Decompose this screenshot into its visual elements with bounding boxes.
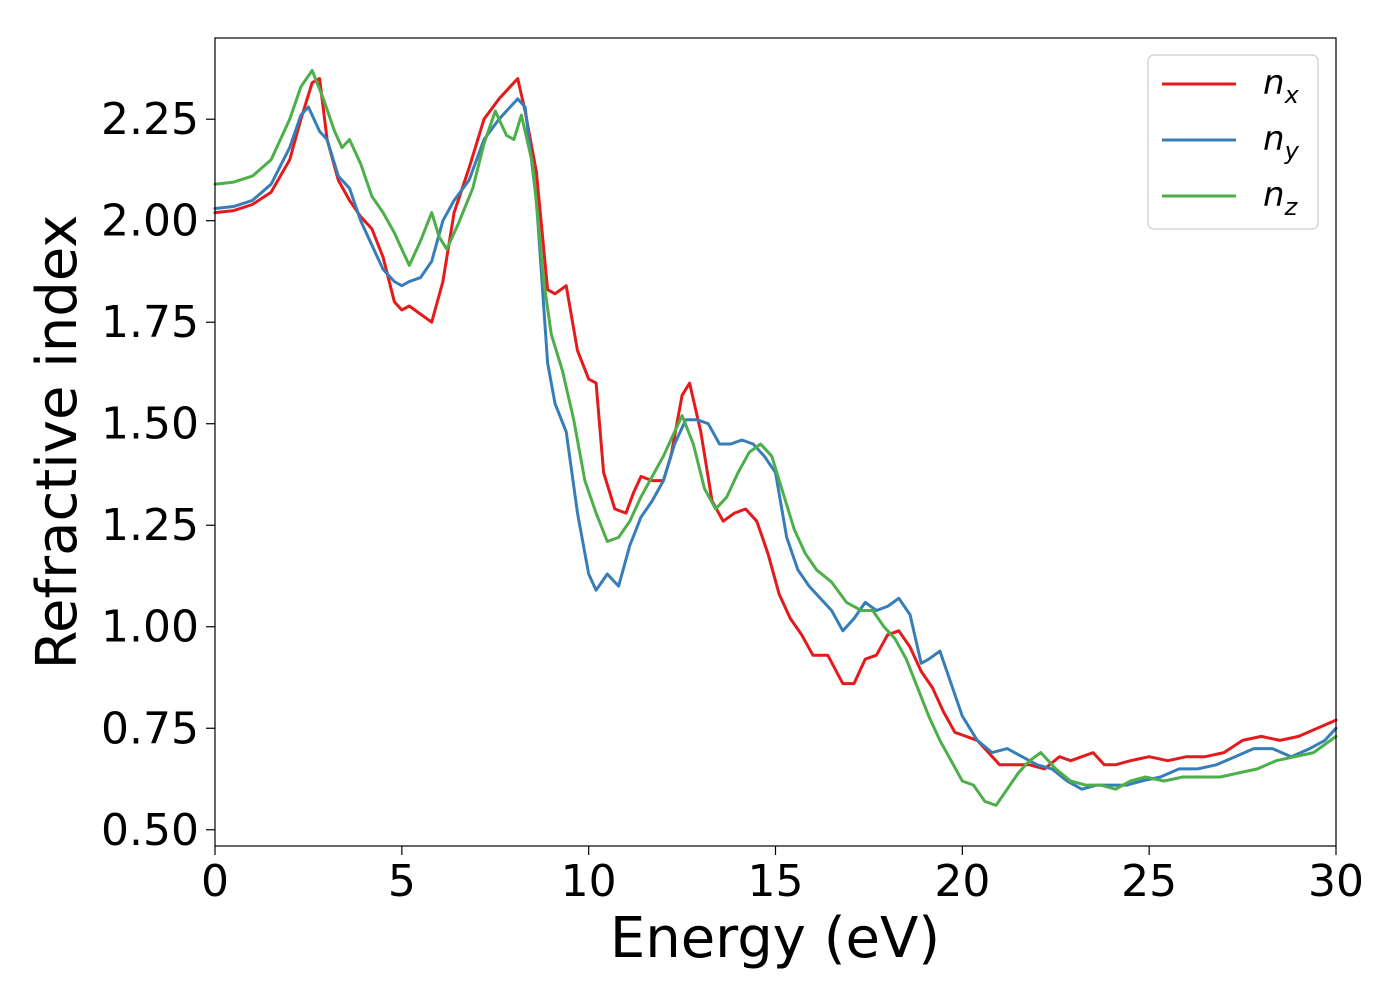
y-tick-label: 1.00 xyxy=(101,602,199,653)
x-tick-label: 10 xyxy=(561,856,617,907)
y-tick-label: 0.50 xyxy=(101,805,199,856)
series-line-y xyxy=(213,97,1338,791)
y-axis-label: Refractive index xyxy=(25,215,90,670)
x-axis-ticks: 0 5 10 15 20 25 30 xyxy=(201,846,1364,907)
legend-box xyxy=(1147,54,1319,230)
y-tick-label: 0.75 xyxy=(101,703,199,754)
x-tick-label: 25 xyxy=(1121,856,1177,907)
x-tick-label: 20 xyxy=(934,856,990,907)
legend: nx ny nz xyxy=(1147,54,1319,230)
legend-label-z: nz xyxy=(1263,175,1299,221)
series-line-x xyxy=(213,77,1338,771)
plot-lines xyxy=(213,69,1338,807)
y-tick-label: 2.25 xyxy=(101,94,199,145)
y-tick-label: 1.25 xyxy=(101,500,199,551)
x-tick-label: 30 xyxy=(1308,856,1364,907)
x-tick-label: 15 xyxy=(748,856,804,907)
x-tick-label: 5 xyxy=(388,856,416,907)
x-tick-label: 0 xyxy=(201,856,229,907)
x-axis-label: Energy (eV) xyxy=(610,906,940,971)
legend-items: nx ny nz xyxy=(1162,63,1300,221)
y-tick-label: 1.50 xyxy=(101,399,199,450)
legend-label-x: nx xyxy=(1263,63,1300,109)
y-axis-ticks: 0.50 0.75 1.00 1.25 1.50 1.75 2.00 2.25 xyxy=(101,94,215,856)
y-tick-label: 1.75 xyxy=(101,297,199,348)
series-line-z xyxy=(213,69,1338,807)
legend-label-y: ny xyxy=(1263,119,1300,165)
y-tick-label: 2.00 xyxy=(101,196,199,247)
